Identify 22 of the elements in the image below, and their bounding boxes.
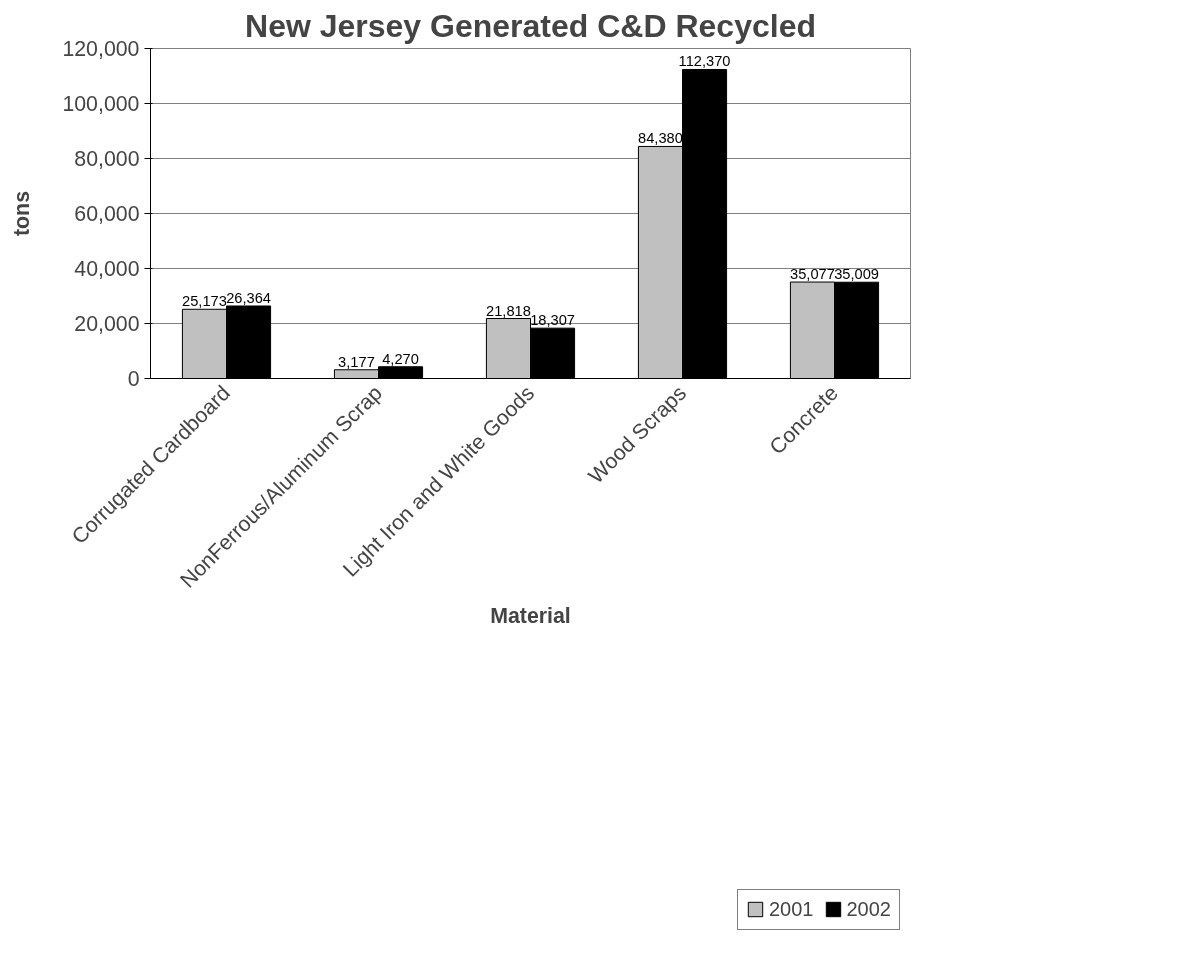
data-label: 26,364	[226, 290, 271, 306]
data-label: 84,380	[638, 130, 683, 147]
y-tick-label: 0	[127, 367, 140, 391]
data-label: 21,818	[486, 302, 531, 319]
y-tick-label: 80,000	[74, 147, 140, 171]
data-label: 35,009	[834, 266, 879, 283]
y-tick-label: 120,000	[62, 37, 140, 61]
legend-label: 2002	[846, 897, 891, 921]
y-tick-label: 20,000	[74, 312, 140, 336]
data-label: 3,177	[338, 353, 375, 370]
y-tick-label: 100,000	[62, 92, 140, 116]
data-label: 4,270	[382, 350, 419, 367]
y-tick-label: 40,000	[74, 257, 140, 281]
data-label: 35,077	[790, 266, 835, 283]
data-label: 112,370	[678, 53, 731, 70]
chart-title: New Jersey Generated C&D Recycled	[245, 7, 816, 44]
y-tick-label: 60,000	[74, 202, 140, 226]
legend-label: 2001	[769, 897, 814, 921]
data-label: 18,307	[530, 312, 575, 329]
data-label: 25,173	[182, 293, 227, 310]
y-axis-title: tons	[10, 190, 35, 237]
x-axis-title: Material	[490, 603, 571, 628]
